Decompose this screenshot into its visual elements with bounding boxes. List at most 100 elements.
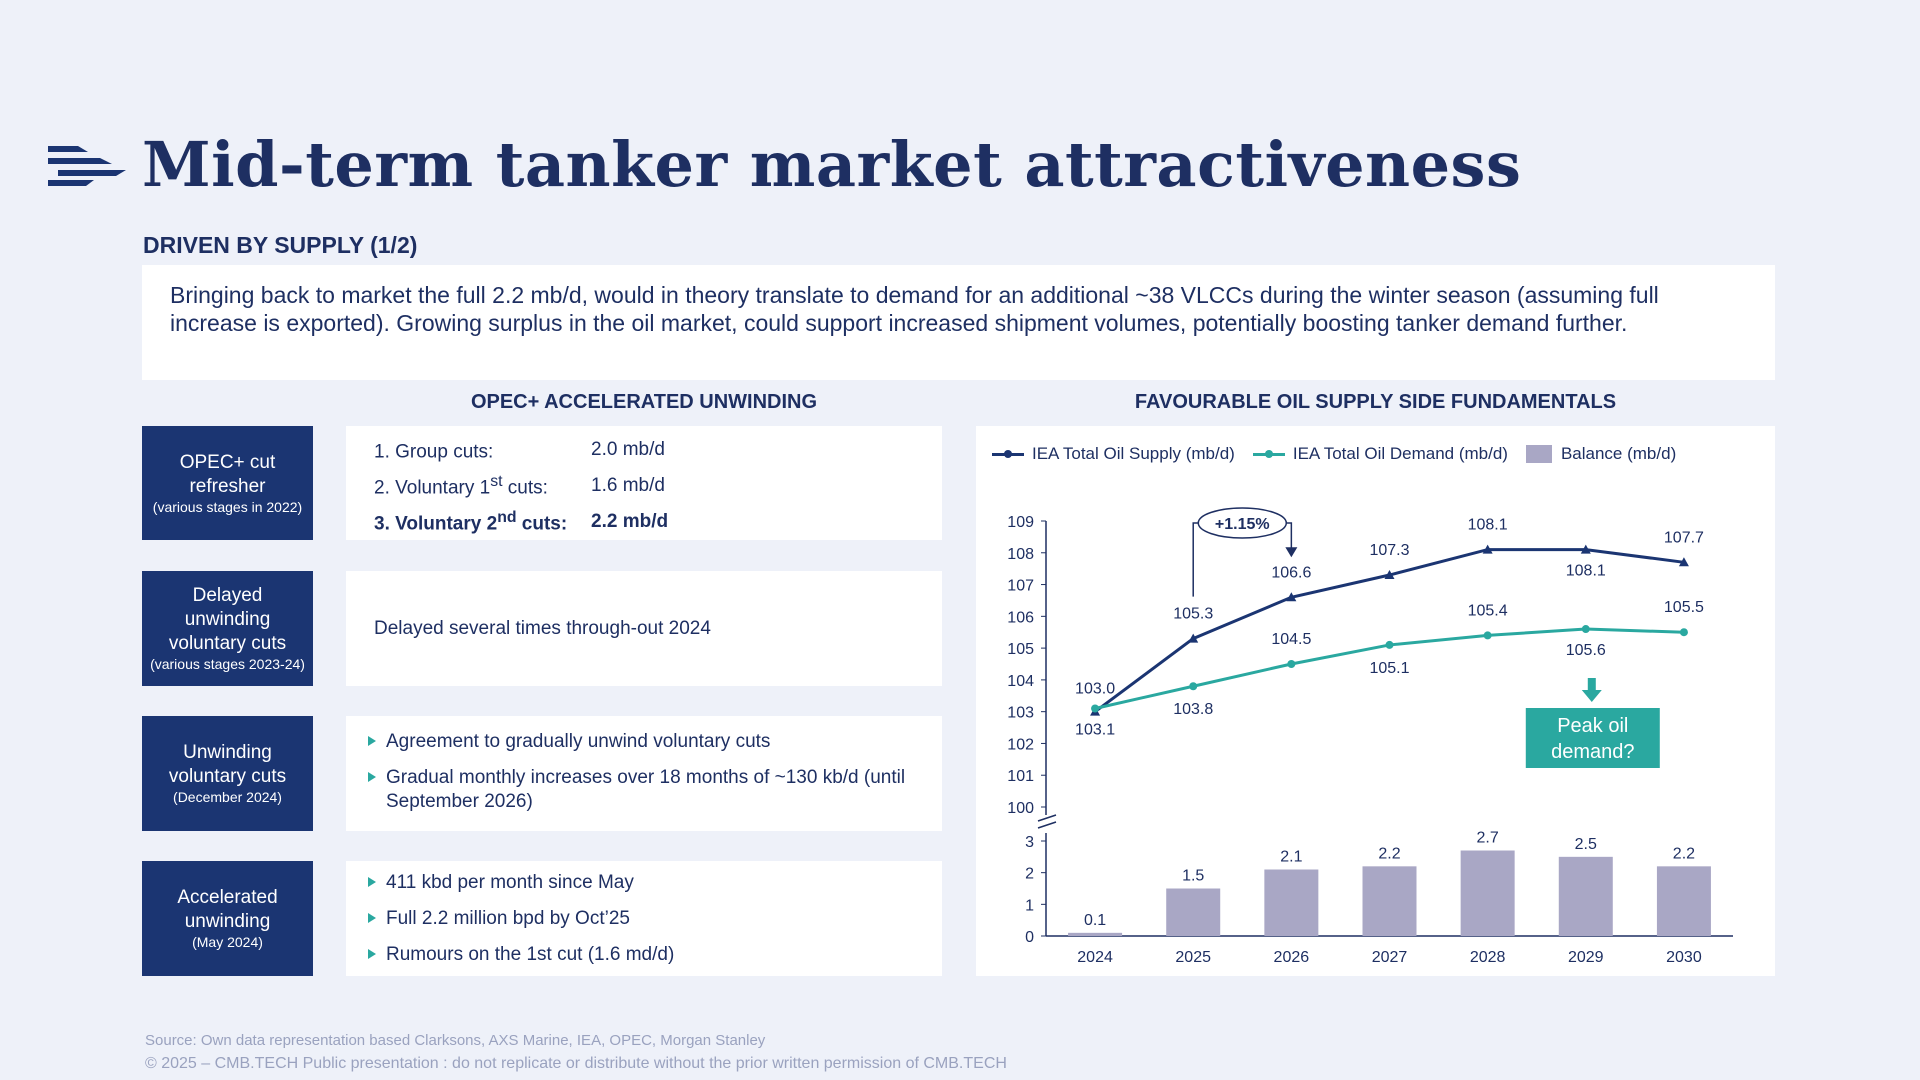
cut-label: 1. Group cuts: <box>374 441 494 463</box>
supply-data-label: 108.1 <box>1566 563 1606 580</box>
bar-data-label: 1.5 <box>1182 868 1204 885</box>
legend-swatch <box>992 447 1024 461</box>
right-section-heading: FAVOURABLE OIL SUPPLY SIDE FUNDAMENTALS <box>1134 391 1617 413</box>
row-label-main: Unwinding voluntary cuts <box>168 742 287 787</box>
balance-bar <box>1068 932 1123 936</box>
legend-swatch <box>1252 447 1285 461</box>
y-tick-label: 2 <box>1025 866 1034 883</box>
row-label-sub: (May 2024) <box>192 934 263 950</box>
bullet-item: 411 kbd per month since May <box>358 871 930 895</box>
y-tick-label: 104 <box>1007 673 1034 690</box>
bar-data-label: 2.2 <box>1378 845 1400 862</box>
peak-callout-text: Peak oil <box>1557 715 1628 737</box>
legend-item-demand: IEA Total Oil Demand (mb/d) <box>1252 444 1508 464</box>
demand-point <box>1483 631 1492 640</box>
y-tick-label: 106 <box>1007 609 1034 626</box>
y-tick-label: 103 <box>1007 705 1034 722</box>
left-section-heading: OPEC+ ACCELERATED UNWINDING <box>470 391 818 413</box>
supply-data-label: 107.3 <box>1369 542 1409 559</box>
legend-label: Balance (mb/d) <box>1560 444 1677 463</box>
y-tick-label: 3 <box>1025 834 1034 851</box>
legend-label: IEA Total Oil Supply (mb/d) <box>1032 444 1235 463</box>
cut-row: 2. Voluntary 1st cuts: 1.6 mb/d <box>374 468 914 504</box>
bar-data-label: 2.1 <box>1280 849 1302 866</box>
row-label-cut-refresher: OPEC+ cut refresher (various stages in 2… <box>142 426 313 540</box>
oil-supply-chart: 100 101 102 103 104 105 106 107 108 109 0 1 2 3 2024 20… <box>1007 507 1733 966</box>
page-title: Mid-term tanker market attractiveness <box>142 128 1522 201</box>
y-tick-label: 0 <box>1025 929 1034 946</box>
supply-data-label: 106.6 <box>1271 564 1311 581</box>
supply-data-label: 105.3 <box>1173 606 1213 623</box>
axis-break-mark <box>1037 814 1057 822</box>
demand-point <box>1385 640 1394 649</box>
footer-copyright: © 2025 – CMB.TECH Public presentation : … <box>145 1055 1007 1072</box>
x-tick-label: 2026 <box>1274 949 1310 966</box>
row-label-delayed-unwinding: Delayed unwinding voluntary cuts (variou… <box>142 571 313 686</box>
x-tick-label: 2025 <box>1175 949 1211 966</box>
y-tick-label: 1 <box>1025 897 1034 914</box>
cut-label: 3. Voluntary 2nd cuts: <box>374 508 568 535</box>
balance-bar <box>1558 856 1613 936</box>
bullet-item: Rumours on the 1st cut (1.6 md/d) <box>358 943 930 967</box>
row-label-sub: (various stages in 2022) <box>152 498 303 515</box>
x-tick-label: 2030 <box>1666 949 1702 966</box>
cut-value: 2.0 mb/d <box>591 439 665 460</box>
y-tick-label: 109 <box>1007 514 1034 531</box>
demand-point <box>1189 682 1198 691</box>
y-tick-label: 102 <box>1007 736 1034 753</box>
demand-point <box>1679 628 1688 637</box>
peak-arrow-shaft <box>1587 678 1596 692</box>
row-label-accelerated-unwinding: Accelerated unwinding (May 2024) <box>142 861 313 976</box>
growth-ellipse <box>1197 507 1288 539</box>
balance-bar <box>1362 866 1417 936</box>
y-tick-label: 100 <box>1007 800 1034 817</box>
demand-data-label: 103.8 <box>1173 701 1213 718</box>
demand-data-label: 103.1 <box>1075 721 1115 738</box>
legend-item-balance: Balance (mb/d) <box>1525 444 1677 464</box>
cut-label: 2. Voluntary 1st cuts: <box>374 472 548 499</box>
bar-data-label: 2.5 <box>1575 836 1597 853</box>
legend-item-supply: IEA Total Oil Supply (mb/d) <box>992 444 1235 464</box>
bar-data-label: 2.2 <box>1673 845 1695 862</box>
delayed-text: Delayed several times through-out 2024 <box>374 617 711 639</box>
demand-point <box>1091 704 1100 713</box>
row-label-sub: (various stages 2023-24) <box>150 656 305 672</box>
cuts-box: 1. Group cuts: 2.0 mb/d 2. Voluntary 1st… <box>346 426 942 540</box>
demand-point <box>1581 625 1590 634</box>
legend-swatch <box>1525 445 1552 463</box>
y-tick-label: 101 <box>1007 768 1034 785</box>
supply-point <box>1384 570 1395 580</box>
bar-data-label: 2.7 <box>1477 830 1499 847</box>
bullet-item: Full 2.2 million bpd by Oct’25 <box>358 907 930 931</box>
balance-bar <box>1460 850 1515 936</box>
row-label-main: OPEC+ cut refresher <box>179 451 276 497</box>
supply-data-label: 108.1 <box>1468 517 1508 534</box>
row-label-main: Accelerated unwinding <box>177 887 278 932</box>
row-label-unwinding-cuts: Unwinding voluntary cuts (December 2024) <box>142 716 313 831</box>
legend-label: IEA Total Oil Demand (mb/d) <box>1292 444 1508 463</box>
accelerated-box: 411 kbd per month since May Full 2.2 mil… <box>346 861 942 976</box>
balance-bar <box>1656 866 1711 936</box>
y-tick-label: 107 <box>1007 578 1034 595</box>
chart-legend: IEA Total Oil Supply (mb/d) IEA Total Oi… <box>992 444 1694 464</box>
supply-data-label: 103.0 <box>1075 681 1115 698</box>
supply-point <box>1188 633 1199 643</box>
x-tick-label: 2024 <box>1077 949 1113 966</box>
bullet-item: Agreement to gradually unwind voluntary … <box>358 730 930 754</box>
row-label-main: Delayed unwinding voluntary cuts <box>168 585 287 654</box>
growth-label: +1.15% <box>1215 516 1270 533</box>
x-tick-label: 2029 <box>1568 949 1604 966</box>
y-tick-label: 108 <box>1007 546 1034 563</box>
unwinding-box: Agreement to gradually unwind voluntary … <box>346 716 942 831</box>
demand-data-label: 105.4 <box>1468 602 1508 619</box>
supply-point <box>1482 544 1493 554</box>
supply-point <box>1678 557 1689 567</box>
x-tick-label: 2028 <box>1470 949 1506 966</box>
demand-data-label: 105.6 <box>1566 642 1606 659</box>
supply-point <box>1286 592 1297 602</box>
demand-data-label: 104.5 <box>1271 631 1311 648</box>
demand-data-label: 105.1 <box>1369 660 1409 677</box>
oil-supply-chart-panel: IEA Total Oil Supply (mb/d) IEA Total Oi… <box>976 426 1775 976</box>
bar-data-label: 0.1 <box>1084 912 1106 929</box>
cmb-tech-logo <box>48 146 126 186</box>
